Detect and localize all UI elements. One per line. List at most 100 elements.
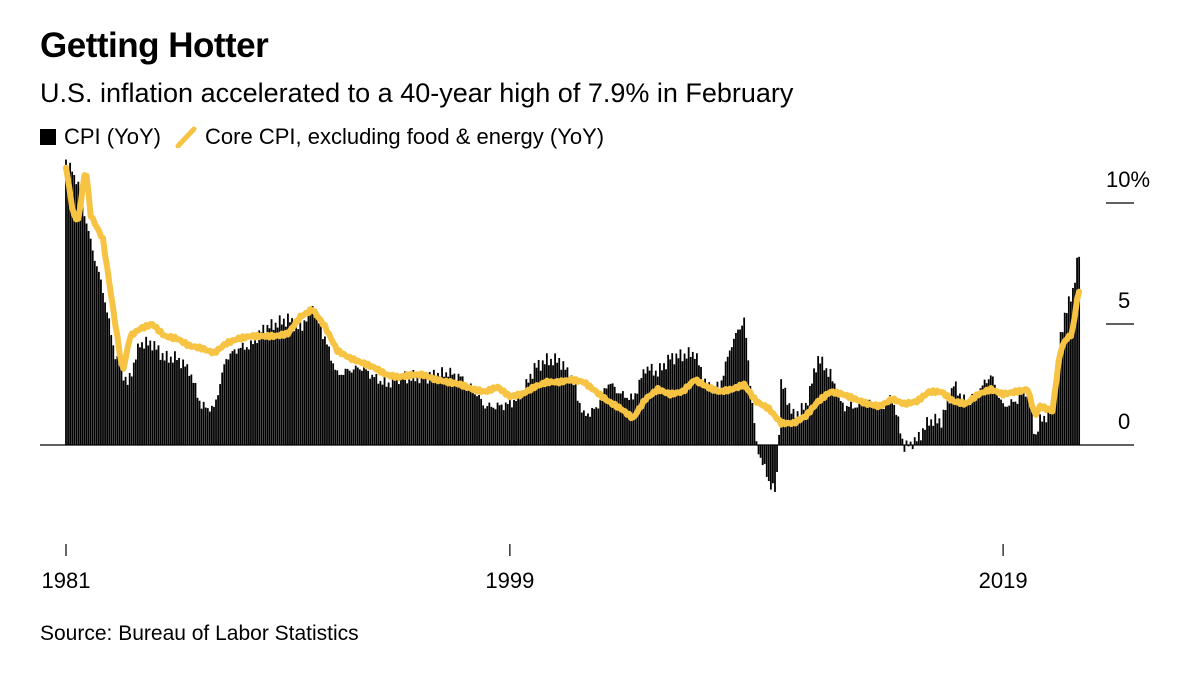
cpi-bar	[467, 385, 470, 445]
cpi-bar	[622, 391, 624, 445]
cpi-swatch-icon	[40, 129, 56, 145]
cpi-bar	[414, 381, 417, 445]
cpi-bar	[1067, 296, 1070, 445]
cpi-bar	[215, 399, 217, 445]
cpi-bar	[484, 408, 487, 445]
cpi-bar	[624, 397, 626, 445]
cpi-bar	[465, 383, 468, 445]
cpi-bar	[772, 445, 774, 484]
cpi-bar	[876, 404, 879, 445]
cpi-bar	[313, 317, 316, 445]
cpi-bar	[837, 392, 840, 445]
cpi-bar	[755, 441, 758, 445]
cpi-bar	[967, 401, 970, 445]
cpi-bar	[437, 372, 439, 445]
cpi-bar	[435, 380, 437, 445]
cpi-bar	[490, 406, 493, 445]
cpi-bar	[85, 223, 88, 445]
cpi-bar	[163, 360, 166, 445]
cpi-bar	[704, 378, 707, 445]
cpi-bar	[330, 360, 332, 445]
cpi-bar	[237, 348, 240, 445]
cpi-bar	[613, 386, 616, 445]
cpi-bar	[272, 329, 275, 445]
cpi-bar	[545, 353, 548, 445]
cpi-bar	[192, 382, 195, 445]
cpi-bar	[843, 411, 846, 445]
cpi-bar	[398, 384, 400, 445]
cpi-bar	[116, 355, 119, 445]
cpi-bar	[747, 360, 750, 445]
cpi-bar	[919, 440, 922, 445]
cpi-bar	[611, 383, 614, 445]
cpi-bar	[502, 410, 505, 445]
cpi-bar	[572, 385, 575, 445]
cpi-bar	[303, 320, 306, 445]
cpi-bar	[833, 383, 836, 445]
cpi-bar	[379, 380, 382, 445]
cpi-bars	[65, 159, 1081, 492]
cpi-bar	[1055, 370, 1058, 445]
cpi-bar	[1022, 390, 1025, 445]
cpi-bar	[778, 434, 780, 445]
cpi-bar	[143, 348, 145, 445]
cpi-bar	[550, 358, 552, 445]
cpi-bar	[233, 349, 236, 445]
cpi-bar	[1026, 388, 1029, 445]
cpi-bar	[761, 445, 764, 466]
cpi-bar	[1000, 399, 1002, 445]
cpi-bar	[102, 292, 104, 445]
cpi-bar	[658, 363, 661, 445]
cpi-bar	[749, 385, 752, 445]
cpi-bar	[529, 373, 532, 445]
cpi-bar	[445, 372, 448, 445]
cpi-bar	[774, 445, 776, 492]
cpi-bar	[562, 361, 565, 445]
cpi-bar	[332, 363, 335, 445]
cpi-bar	[461, 376, 464, 445]
cpi-bar	[790, 413, 793, 445]
cpi-bar	[648, 370, 651, 445]
cpi-bar	[346, 368, 349, 445]
cpi-bar	[124, 376, 127, 445]
cpi-bar	[1053, 399, 1056, 445]
cpi-bar	[525, 379, 528, 445]
cpi-bar	[712, 386, 715, 445]
cpi-bar	[418, 383, 421, 445]
cpi-bar	[866, 400, 869, 445]
cpi-bar	[1035, 434, 1037, 445]
cpi-bar	[539, 370, 542, 445]
cpi-bar	[307, 307, 310, 445]
cpi-bar	[585, 415, 587, 445]
cpi-bar	[932, 425, 935, 445]
cpi-bar	[687, 347, 690, 445]
cpi-bar	[410, 380, 413, 445]
cpi-bar	[792, 408, 795, 445]
cpi-bar	[1045, 422, 1048, 445]
x-tick-label: 2019	[979, 568, 1028, 593]
cpi-bar	[299, 322, 302, 445]
cpi-bar	[287, 313, 289, 445]
cpi-bar	[632, 399, 635, 445]
cpi-bar	[104, 302, 106, 445]
cpi-bar	[264, 334, 267, 445]
cpi-bar	[757, 445, 760, 455]
cpi-bar	[948, 403, 951, 445]
cpi-bar	[268, 328, 271, 445]
cpi-bar	[710, 391, 713, 445]
cpi-bar	[326, 344, 328, 445]
cpi-bar	[361, 370, 363, 445]
cpi-bar	[289, 322, 291, 445]
cpi-bar	[689, 357, 692, 445]
cpi-bar	[924, 429, 926, 445]
cpi-bar	[159, 359, 162, 445]
cpi-bar	[663, 363, 665, 445]
cpi-bar	[147, 345, 150, 445]
core-swatch-icon	[175, 126, 197, 148]
cpi-bar	[568, 380, 571, 445]
cpi-bar	[798, 417, 801, 445]
y-gridlines	[1106, 202, 1134, 325]
cpi-bar	[155, 349, 158, 445]
cpi-bar	[67, 167, 69, 446]
cpi-bar	[321, 339, 324, 445]
